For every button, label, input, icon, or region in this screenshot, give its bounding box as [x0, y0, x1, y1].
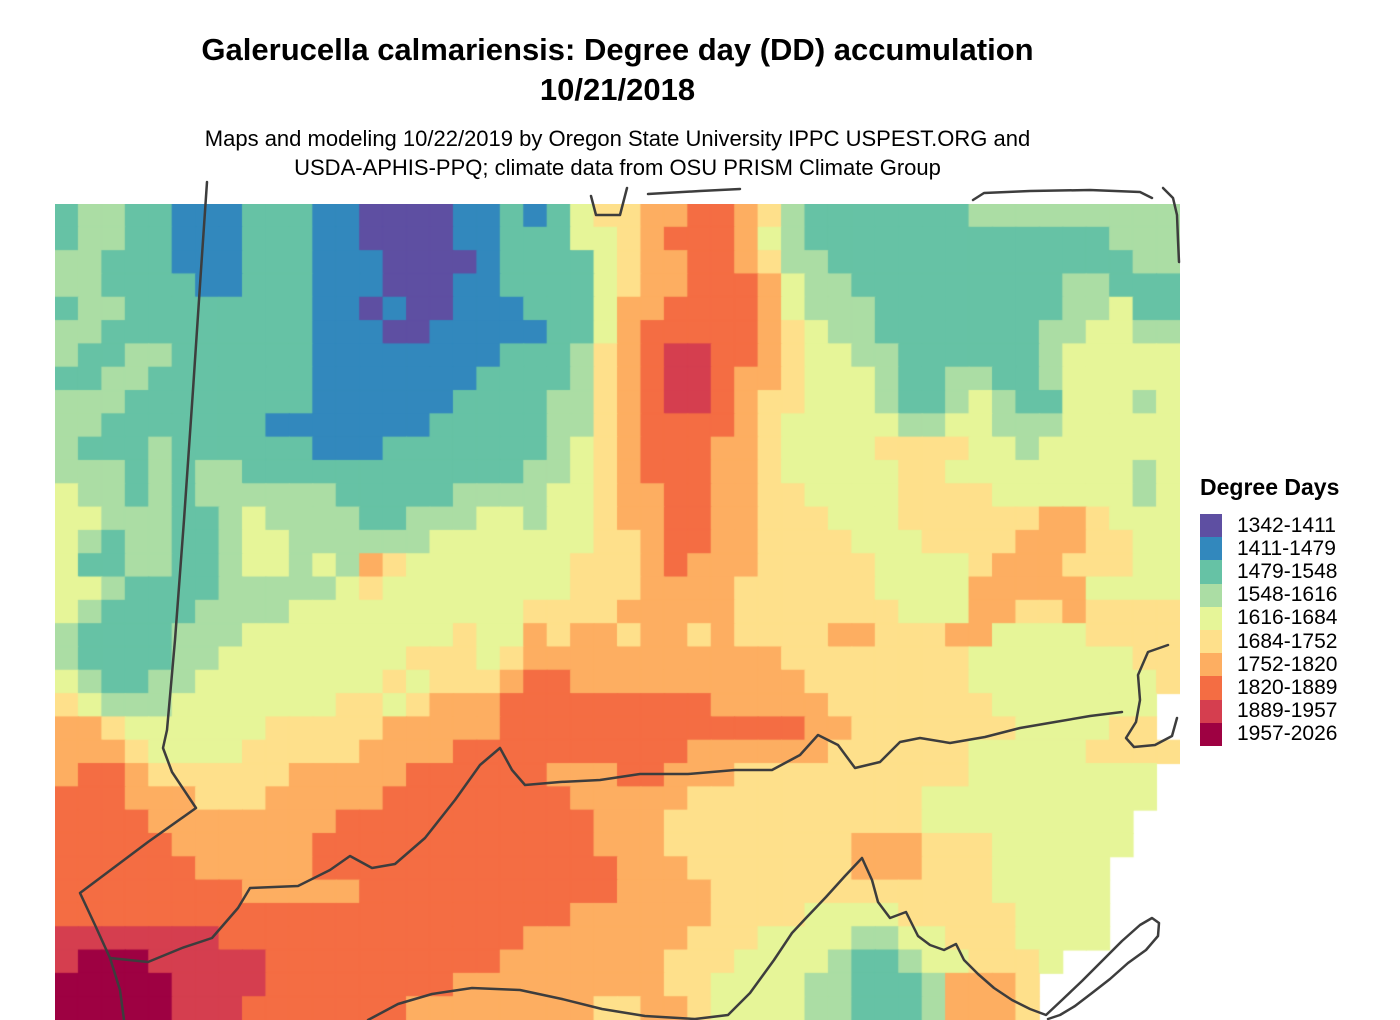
legend-swatch-6 [1200, 653, 1222, 677]
legend-item-0: 1342-1411 [1200, 513, 1396, 538]
legend-label-3: 1548-1616 [1237, 583, 1338, 607]
legend-item-1: 1411-1479 [1200, 536, 1396, 561]
legend-label-7: 1820-1889 [1237, 675, 1338, 699]
legend-title: Degree Days [1200, 474, 1340, 500]
legend-item-4: 1616-1684 [1200, 606, 1396, 630]
legend-item-2: 1479-1548 [1200, 559, 1396, 584]
page-title: Galerucella calmariensis: Degree day (DD… [201, 32, 1034, 67]
legend-label-1: 1411-1479 [1237, 536, 1336, 560]
legend-item-5: 1684-1752 [1200, 629, 1396, 654]
legend-item-9: 1957-2026 [1200, 722, 1396, 746]
massachusetts-border-line [646, 187, 742, 196]
page-title-date: 10/21/2018 [539, 72, 696, 107]
legend-entries: 1342-1411 1411-1479 1479-1548 1548-1616 1616… [1200, 514, 1396, 746]
legend-item-8: 1889-1957 [1200, 699, 1396, 723]
title-block: Galerucella calmariensis: Degree day (DD… [55, 0, 1180, 182]
legend-swatch-2 [1200, 560, 1222, 584]
legend-item-7: 1820-1889 [1200, 675, 1396, 700]
subtitle-line-1: Maps and modeling 10/22/2019 by Oregon S… [204, 126, 1031, 151]
top-right-border-line [971, 188, 1154, 202]
legend-label-4: 1616-1684 [1237, 606, 1338, 630]
legend-swatch-7 [1200, 676, 1222, 700]
legend-label-2: 1479-1548 [1237, 559, 1338, 583]
legend-label-5: 1684-1752 [1237, 629, 1338, 653]
subtitle-line-2: USDA-APHIS-PPQ; climate data from OSU PR… [294, 155, 941, 180]
legend-swatch-5 [1200, 629, 1222, 654]
legend-label-0: 1342-1411 [1237, 513, 1336, 537]
legend: Degree Days 1342-1411 1411-1479 1479-1548 1… [1200, 474, 1396, 746]
legend-item-6: 1752-1820 [1200, 652, 1396, 677]
map-area [55, 180, 1181, 1020]
legend-swatch-9 [1200, 722, 1222, 746]
legend-swatch-3 [1200, 583, 1222, 607]
legend-item-3: 1548-1616 [1200, 583, 1396, 607]
legend-swatch-4 [1200, 606, 1222, 630]
degree-day-raster [55, 204, 1180, 1020]
legend-label-8: 1889-1957 [1237, 699, 1338, 723]
legend-swatch-8 [1200, 699, 1222, 723]
legend-label-9: 1957-2026 [1237, 722, 1338, 746]
legend-swatch-1 [1200, 537, 1222, 561]
legend-label-6: 1752-1820 [1237, 652, 1338, 676]
legend-swatch-0 [1200, 514, 1222, 538]
